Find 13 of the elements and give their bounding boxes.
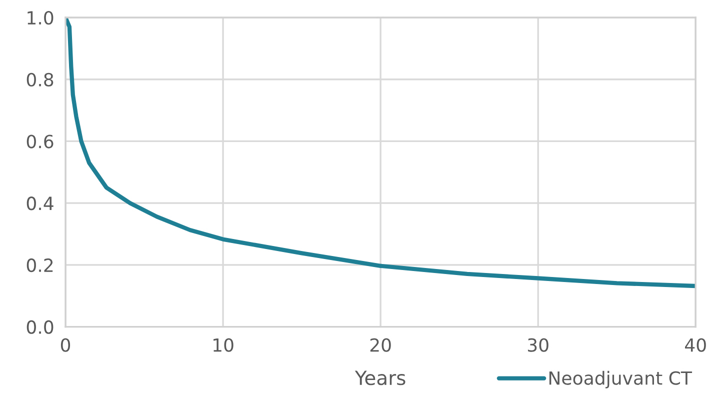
y-tick-label: 1.0 bbox=[28, 10, 54, 25]
x-tick-label: 10 bbox=[214, 338, 234, 352]
x-tick-label: 20 bbox=[370, 338, 391, 352]
x-tick-label: 40 bbox=[685, 338, 706, 352]
legend-label: Neoadjuvant CT bbox=[549, 370, 692, 388]
y-tick-label: 0.4 bbox=[26, 196, 54, 210]
y-tick-label: 0.6 bbox=[26, 134, 54, 148]
y-tick-label: 0.2 bbox=[26, 258, 53, 272]
y-tick-label: 0.0 bbox=[26, 320, 54, 334]
y-tick-label: 0.8 bbox=[26, 72, 54, 86]
x-tick-label: 0 bbox=[60, 338, 70, 352]
x-axis-title: Years bbox=[354, 370, 406, 386]
x-tick-label: 30 bbox=[528, 338, 548, 352]
